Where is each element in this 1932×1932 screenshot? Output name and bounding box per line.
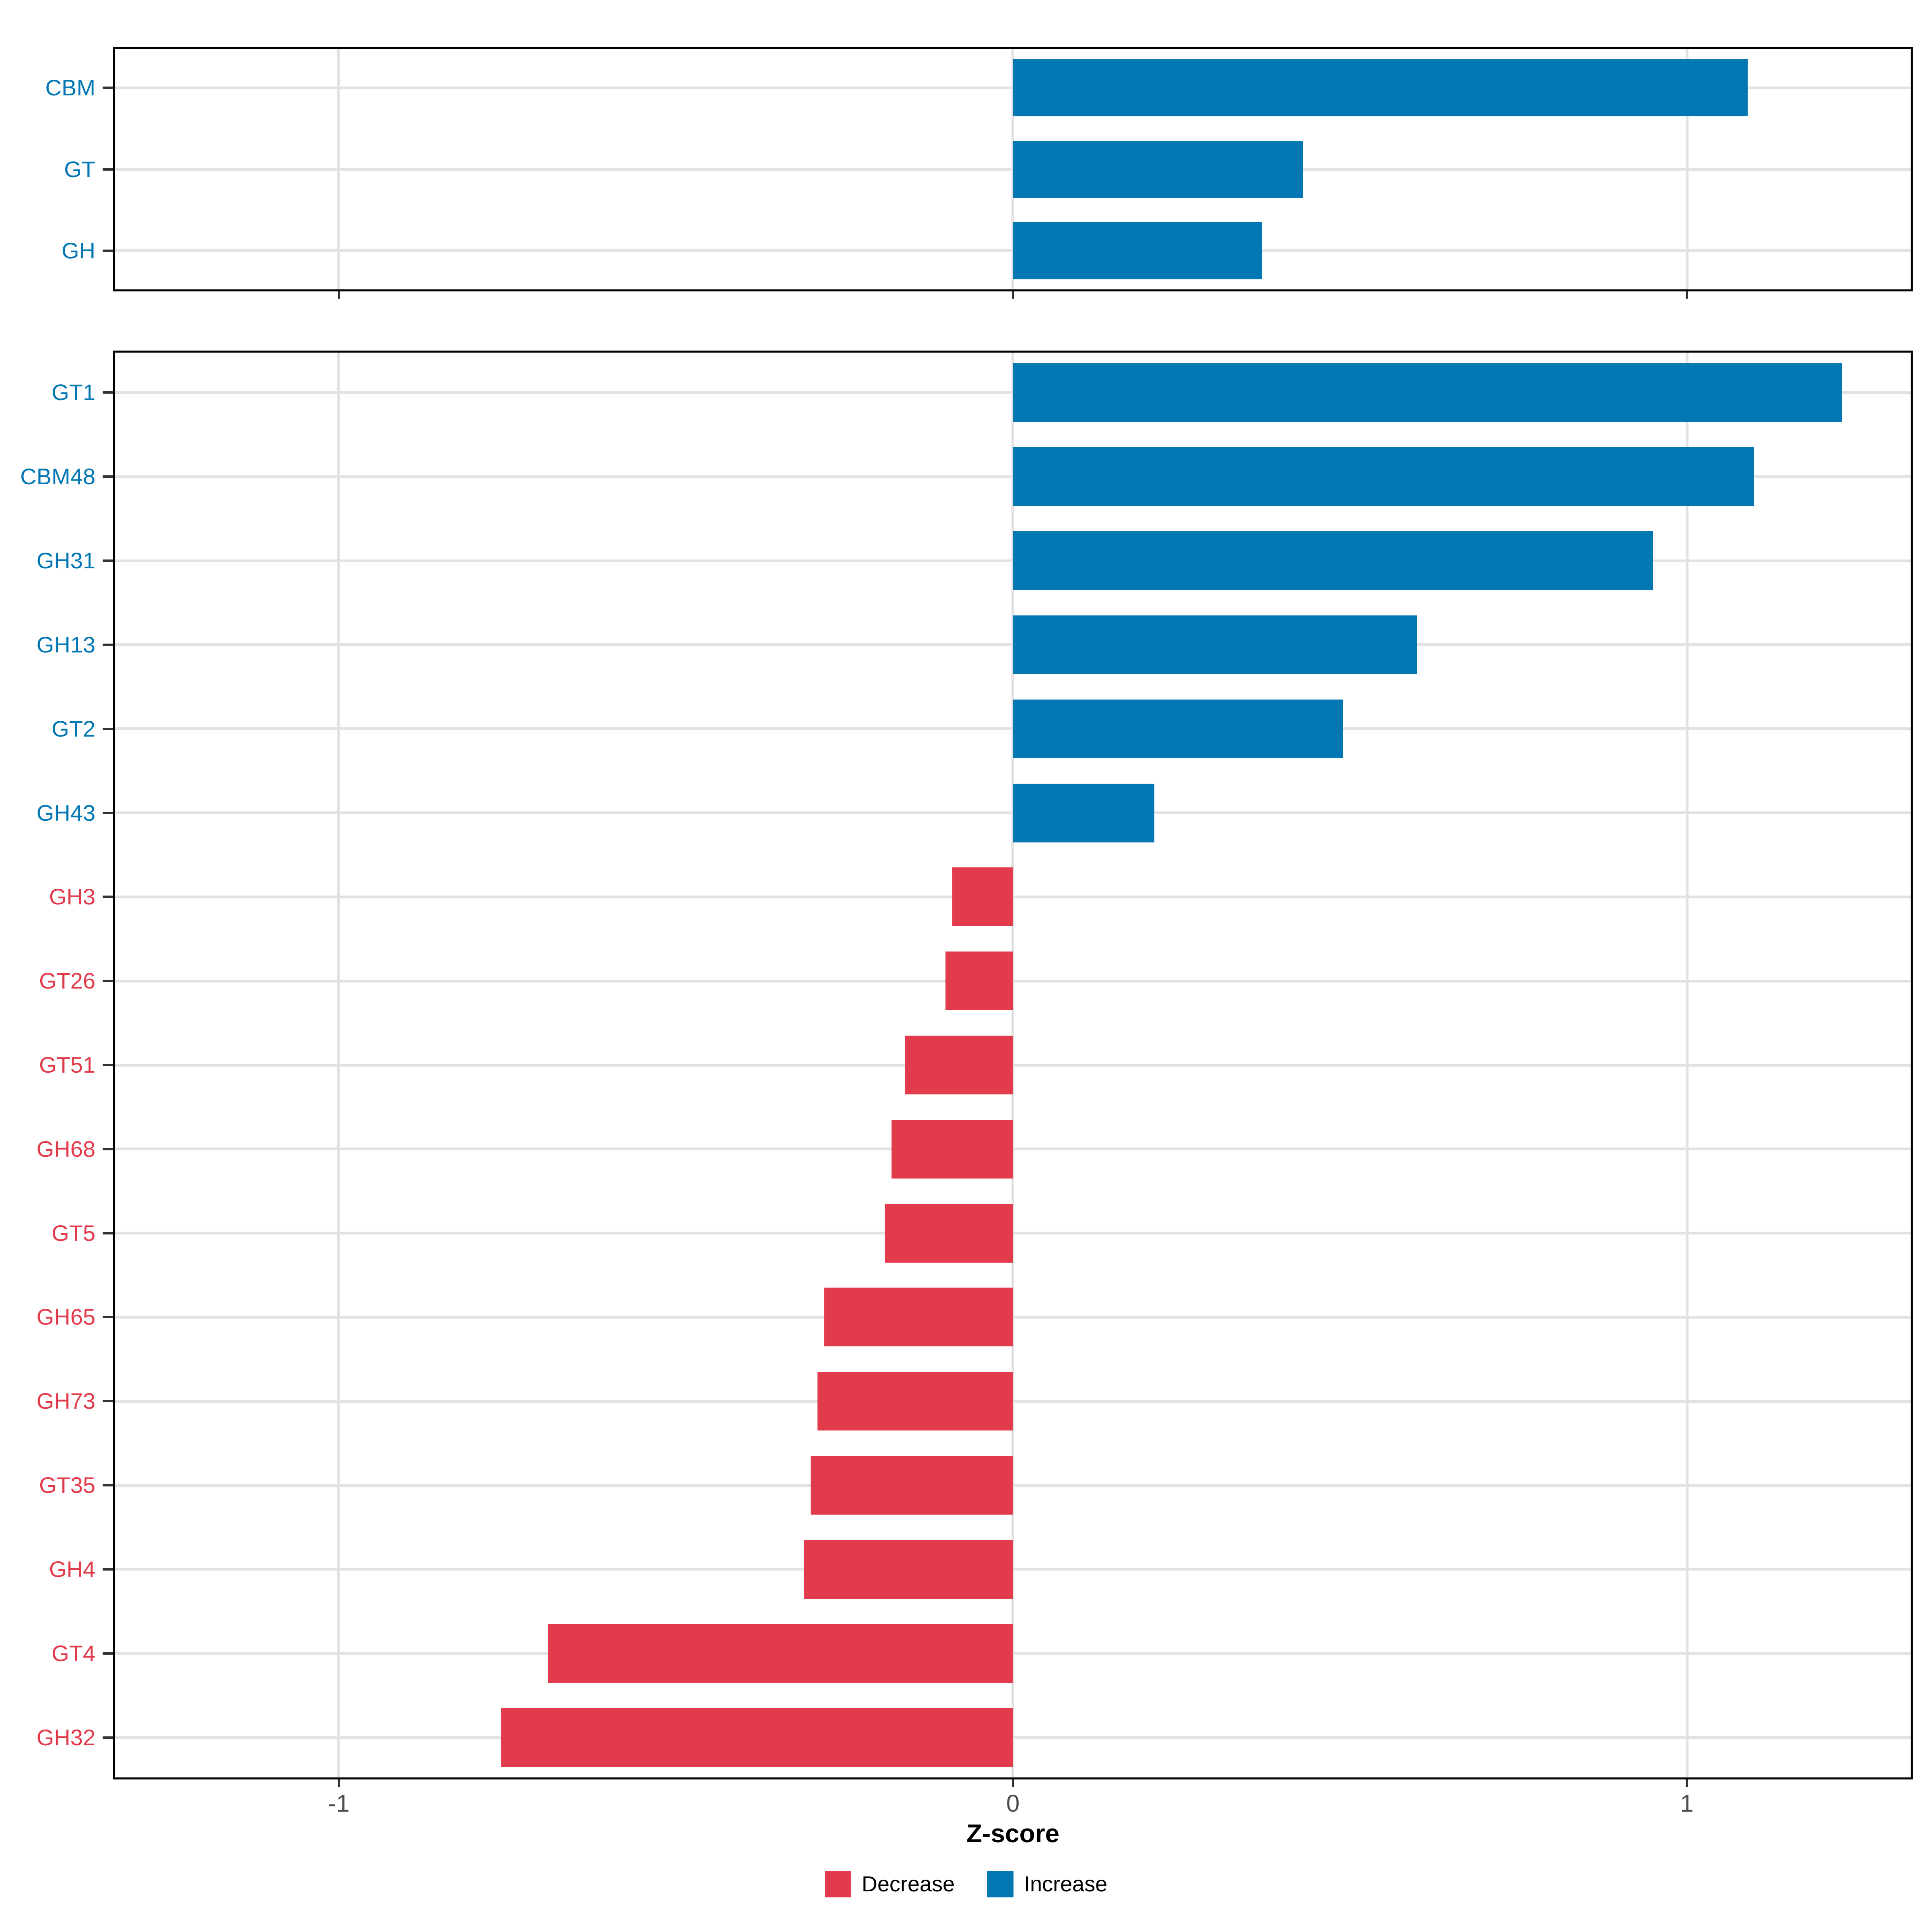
y-axis-tick	[103, 168, 113, 171]
y-axis-tick	[103, 1652, 113, 1655]
y-axis-tick	[103, 1316, 113, 1319]
y-axis-category-label: GH13	[36, 632, 95, 657]
bar-increase	[1013, 615, 1418, 674]
gridline-horizontal	[113, 979, 1913, 983]
y-axis-category-label: GH73	[36, 1388, 95, 1414]
x-axis-tick	[1011, 1779, 1014, 1787]
y-axis-category-label: CBM	[45, 75, 95, 101]
gridline-horizontal	[113, 895, 1913, 898]
x-axis-tick-label: 0	[1006, 1790, 1020, 1817]
x-axis-tick	[1686, 291, 1688, 299]
x-axis-title: Z-score	[966, 1819, 1060, 1848]
y-axis-category-label: GT1	[52, 380, 95, 405]
y-axis-category-label: GT	[64, 156, 95, 182]
gridline-horizontal	[113, 1568, 1913, 1571]
bar-increase	[1013, 699, 1344, 758]
bar-decrease	[892, 1119, 1013, 1179]
y-axis-category-label: GH65	[36, 1304, 95, 1330]
y-axis-category-label: GH4	[49, 1556, 95, 1582]
bar-decrease	[817, 1372, 1013, 1431]
y-axis-category-label: GT4	[52, 1640, 95, 1666]
gridline-horizontal	[113, 1315, 1913, 1319]
gridline-horizontal	[113, 1063, 1913, 1067]
y-axis-category-label: GH32	[36, 1724, 95, 1750]
bar-increase	[1013, 363, 1842, 422]
x-axis-tick-label: -1	[328, 1790, 350, 1817]
bar-increase	[1013, 447, 1754, 506]
bar-decrease	[952, 867, 1013, 927]
y-axis-tick	[103, 87, 113, 89]
y-axis-tick	[103, 1736, 113, 1739]
x-axis-tick	[1011, 291, 1014, 299]
y-axis-category-label: GH	[62, 237, 95, 263]
gridline-horizontal	[113, 1736, 1913, 1739]
y-axis-tick	[103, 643, 113, 646]
bar-decrease	[811, 1456, 1013, 1515]
bar-increase	[1013, 222, 1263, 279]
gridline-horizontal	[113, 1399, 1913, 1403]
y-axis-category-label: GH31	[36, 548, 95, 574]
y-axis-tick	[103, 391, 113, 394]
y-axis-tick	[103, 475, 113, 478]
gridline-horizontal	[113, 1148, 1913, 1151]
y-axis-category-label: GT51	[39, 1052, 95, 1077]
bar-increase	[1013, 783, 1155, 842]
y-axis-tick	[103, 1148, 113, 1150]
gridline-horizontal	[113, 1652, 1913, 1655]
x-axis-tick-label: 1	[1680, 1790, 1694, 1817]
bar-decrease	[500, 1708, 1013, 1767]
x-axis-tick	[337, 1779, 340, 1787]
bar-decrease	[824, 1288, 1013, 1347]
y-axis-tick	[103, 249, 113, 252]
y-axis-category-label: GT26	[39, 968, 95, 994]
legend-key-swatch	[824, 1871, 851, 1897]
y-axis-tick	[103, 727, 113, 730]
bar-decrease	[804, 1540, 1013, 1599]
y-axis-category-label: CBM48	[20, 464, 95, 489]
legend-label: Increase	[1024, 1872, 1108, 1896]
bar-decrease	[945, 952, 1013, 1011]
y-axis-tick	[103, 1064, 113, 1066]
bar-increase	[1013, 531, 1653, 590]
bar-decrease	[548, 1624, 1013, 1683]
bar-increase	[1013, 59, 1748, 117]
y-axis-tick	[103, 1400, 113, 1403]
y-axis-category-label: GH43	[36, 800, 95, 826]
x-axis-tick	[1686, 1779, 1688, 1787]
y-axis-category-label: GT5	[52, 1220, 95, 1246]
y-axis-tick	[103, 1232, 113, 1234]
y-axis-tick	[103, 896, 113, 898]
gridline-horizontal	[113, 1484, 1913, 1487]
bar-increase	[1013, 140, 1303, 198]
y-axis-category-label: GT35	[39, 1472, 95, 1498]
y-axis-tick	[103, 811, 113, 814]
y-axis-tick	[103, 1568, 113, 1571]
y-axis-category-label: GH3	[49, 884, 95, 910]
x-axis-tick	[337, 291, 340, 299]
bar-decrease	[885, 1203, 1013, 1263]
legend-key-swatch	[987, 1871, 1013, 1897]
bar-decrease	[905, 1036, 1013, 1094]
y-axis-category-label: GH68	[36, 1136, 95, 1162]
legend-item-decrease: Decrease	[824, 1871, 955, 1897]
y-axis-category-label: GT2	[52, 716, 95, 741]
chart-legend: Decrease Increase	[0, 1871, 1932, 1897]
legend-item-increase: Increase	[987, 1871, 1107, 1897]
legend-label: Decrease	[861, 1872, 955, 1896]
y-axis-tick	[103, 559, 113, 562]
gridline-horizontal	[113, 1232, 1913, 1235]
y-axis-tick	[103, 1484, 113, 1487]
y-axis-tick	[103, 980, 113, 983]
